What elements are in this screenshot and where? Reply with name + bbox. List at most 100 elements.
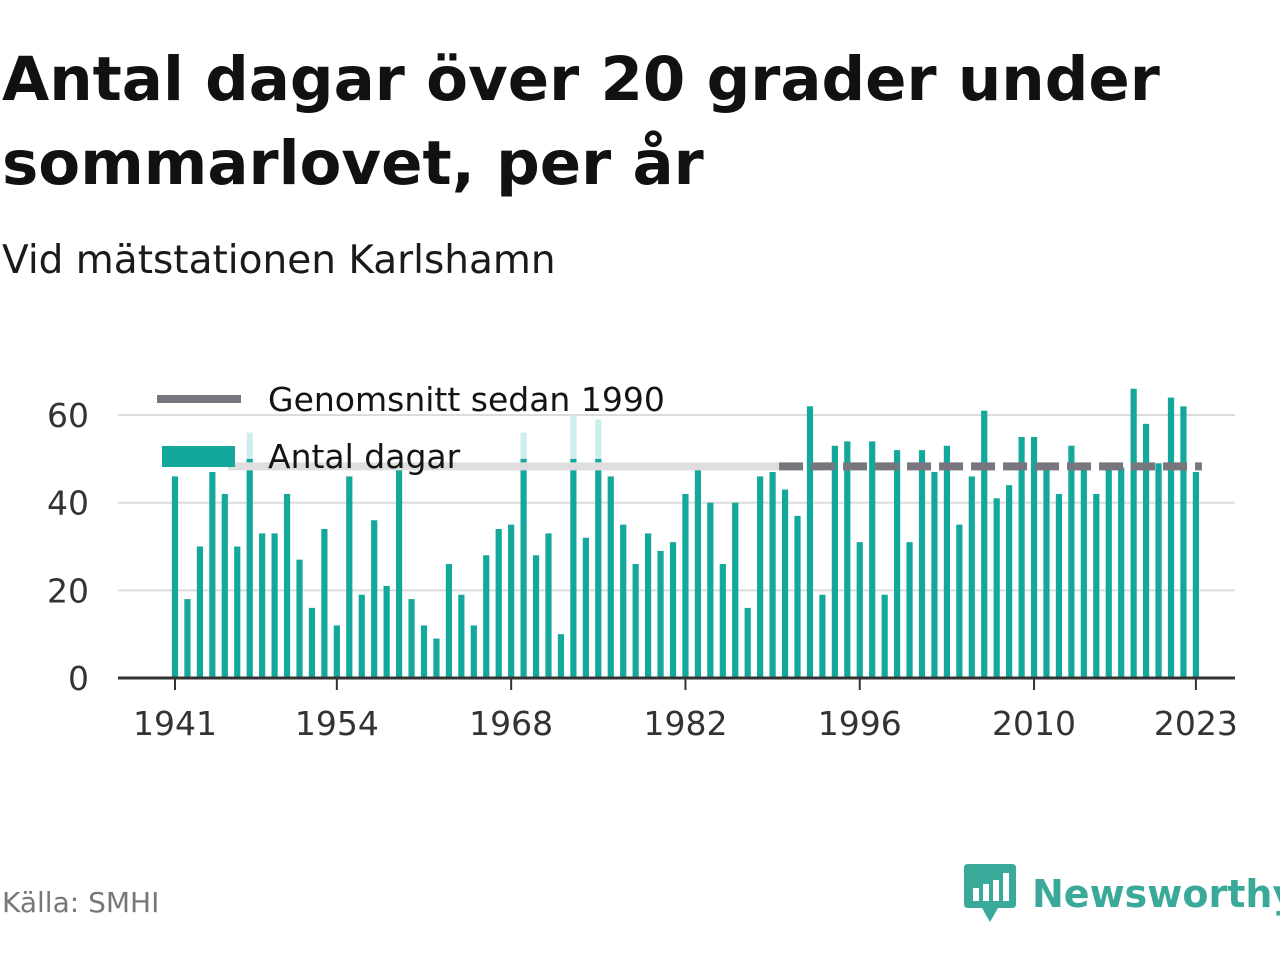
bar [881, 594, 888, 678]
bar [1130, 388, 1137, 678]
bar [831, 445, 838, 678]
bar [906, 542, 913, 678]
bar [358, 594, 365, 678]
bar [408, 599, 415, 678]
bar [1118, 467, 1125, 678]
bar [283, 493, 291, 678]
bar [657, 550, 664, 678]
bar [819, 594, 826, 678]
bar [1180, 406, 1187, 678]
brand-logo: Newsworthy [964, 864, 1280, 924]
bar [595, 458, 602, 678]
bar [371, 520, 378, 678]
bar [894, 450, 901, 678]
bar [532, 555, 540, 678]
bar [1167, 397, 1175, 678]
x-tick-label: 1954 [295, 704, 379, 743]
bar [1043, 467, 1050, 678]
bar [781, 489, 789, 678]
bar [918, 450, 926, 678]
bar [308, 607, 316, 678]
bar [271, 533, 278, 678]
y-tick-label: 20 [47, 571, 89, 610]
bar [694, 467, 701, 678]
bar [184, 599, 191, 678]
bar [1055, 493, 1063, 678]
bar [931, 472, 938, 678]
bar [296, 559, 303, 678]
bar [682, 493, 689, 678]
chart-subtitle: Vid mätstationen Karlshamn [2, 238, 556, 283]
x-axis-ticks: 1941 1954 1968 1982 1996 2010 2023 [133, 678, 1238, 743]
bar [470, 625, 477, 678]
bar [869, 441, 876, 678]
x-tick-label: 1968 [469, 704, 553, 743]
bar [1105, 467, 1112, 678]
bar [620, 524, 627, 678]
bar [707, 502, 714, 678]
bar [856, 542, 863, 678]
bar [757, 476, 764, 678]
legend-bar-swatch [162, 446, 235, 467]
bar [545, 533, 552, 678]
bar [246, 458, 253, 678]
bar [1155, 463, 1162, 678]
bar [321, 529, 328, 678]
bar [1192, 472, 1199, 678]
bar [420, 625, 428, 678]
bar [396, 467, 403, 678]
legend-average-label: Genomsnitt sedan 1990 [268, 380, 665, 419]
chart-title: Antal dagar över 20 grader under sommarl… [2, 44, 1160, 199]
bar [196, 546, 203, 678]
legend: Genomsnitt sedan 1990 Antal dagar [157, 380, 665, 476]
bar [383, 585, 390, 678]
bar [557, 634, 565, 678]
x-tick-label: 2010 [992, 704, 1076, 743]
bar [582, 537, 589, 678]
bar [495, 529, 502, 678]
bar [794, 515, 801, 678]
bar [1068, 445, 1075, 678]
bar [1030, 436, 1038, 678]
bar [433, 638, 440, 678]
bar [1093, 493, 1100, 678]
bar [943, 445, 950, 678]
x-tick-label: 1982 [643, 704, 727, 743]
bar [483, 555, 490, 678]
newsworthy-icon [964, 864, 1016, 922]
bar-faded-part [595, 419, 602, 459]
bar-chart: 0 20 40 60 1941 1954 1968 1982 1996 2010 2023 Gen… [47, 380, 1238, 743]
bar [844, 441, 851, 678]
bar [445, 564, 452, 678]
bar [956, 524, 963, 678]
bar [744, 607, 751, 678]
bar [732, 502, 739, 678]
bar-faded-part [246, 432, 253, 459]
bar [968, 476, 975, 678]
bar [221, 493, 228, 678]
y-tick-label: 0 [68, 659, 89, 698]
x-tick-label: 1996 [818, 704, 902, 743]
bar [570, 458, 577, 678]
bar [209, 472, 216, 678]
bar [806, 406, 814, 678]
bar [993, 498, 1000, 678]
y-tick-label: 60 [47, 396, 89, 435]
x-tick-label: 1941 [133, 704, 217, 743]
bar [981, 410, 988, 678]
bar [508, 524, 515, 678]
bar [1006, 485, 1013, 678]
x-tick-label: 2023 [1154, 704, 1238, 743]
bar [607, 476, 614, 678]
bar [669, 542, 677, 678]
bar [458, 594, 465, 678]
bar-faded-part [520, 432, 527, 459]
bar [1143, 423, 1150, 678]
bar [333, 625, 340, 678]
brand-name: Newsworthy [1032, 872, 1280, 916]
bar [769, 472, 776, 678]
bar [346, 476, 353, 678]
bar [1080, 463, 1087, 678]
bar [171, 476, 179, 678]
bar [719, 564, 726, 678]
